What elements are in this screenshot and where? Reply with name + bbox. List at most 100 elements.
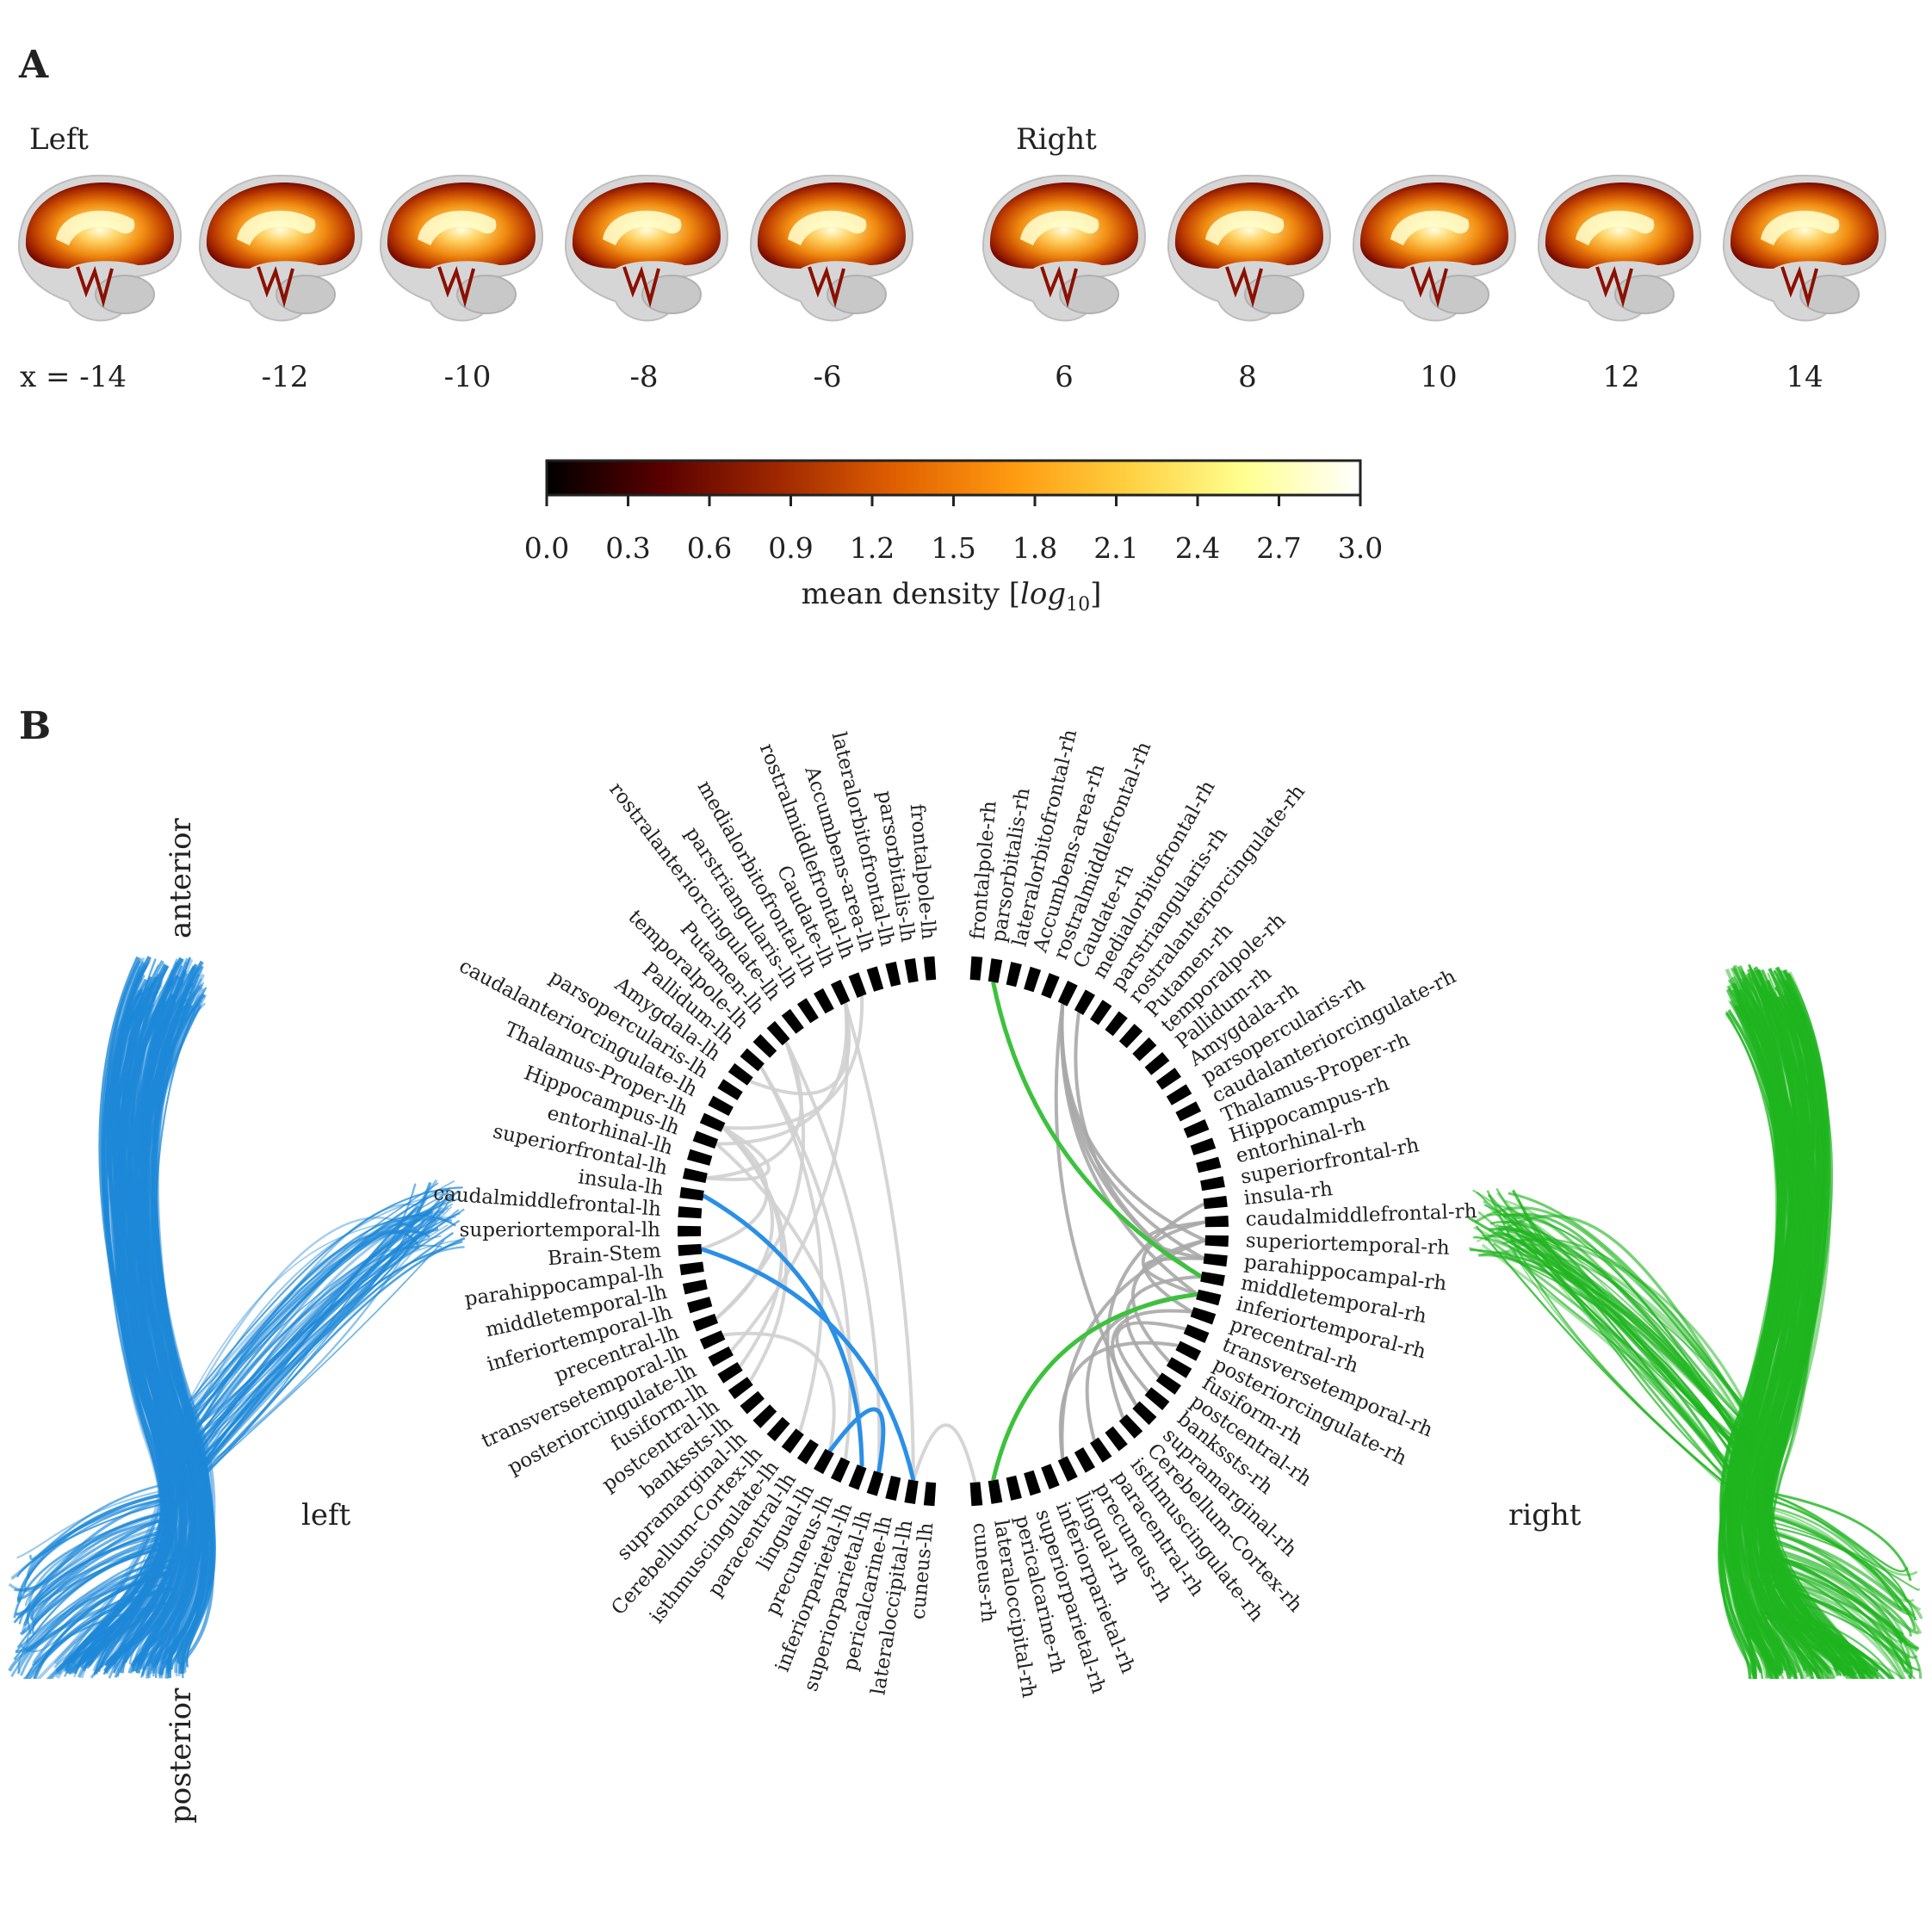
fiber-streamline [179,1213,441,1444]
connection [1142,1256,1204,1297]
node-segment [1183,1324,1210,1343]
slice-coordinate: -8 [629,360,659,394]
fiber-streamline [17,1574,173,1674]
node-segment [728,1377,753,1400]
node-segment [692,1313,719,1332]
connection [729,1002,850,1353]
fiber-streamline [63,989,168,1675]
brain-slice [198,174,363,322]
panel-letter-a: A [19,43,49,87]
colorbar-tick-label: 0.3 [605,531,651,565]
fiber-streamline [24,1514,173,1607]
node-segment [682,1279,708,1295]
node-segment [830,979,851,1006]
colorbar-tick-label: 2.7 [1256,531,1302,565]
node-segment [781,1008,804,1034]
node-segment [1200,1271,1225,1286]
fiber-streamline [180,1208,465,1474]
node-segment [796,998,819,1024]
fiber-streamline [1759,1519,1920,1591]
connection [759,1066,824,1433]
node-segment [904,958,919,983]
connection [722,1331,836,1452]
node-segment [1074,1447,1095,1473]
fiber-streamline [180,1195,455,1459]
node-segment [1203,1253,1228,1267]
fiber-streamline [1759,1575,1920,1650]
node-segment [1090,1437,1112,1463]
colorbar-tick-label: 0.6 [686,531,733,565]
left-tractography [8,956,466,1679]
fiber-streamline [16,1497,173,1601]
node-segment [679,1186,704,1201]
fiber-streamline [15,1515,173,1616]
node-segment [1090,1000,1112,1025]
fiber-streamline [179,1216,417,1425]
node-segment [1144,1387,1170,1410]
fiber-streamline [133,993,201,1667]
node-segment [1190,1137,1217,1155]
node-segment [1132,1037,1157,1062]
fiber-streamline [121,980,215,1667]
node-segment [1105,1011,1128,1037]
fiber-streamline [15,1558,173,1654]
colorbar-title: mean density [log10] [801,577,1102,616]
node-segment [1041,973,1060,999]
colorbar-tick-label: 2.4 [1174,531,1221,565]
fiber-streamline [1748,992,1828,1679]
brain-slice [1352,174,1517,322]
node-segment [766,1416,790,1442]
left-hemisphere-label: Left [29,122,89,157]
node-segment [682,1167,708,1183]
fiber-streamline [1759,1490,1909,1573]
fiber-streamline [29,1533,173,1621]
brain-slice [564,174,729,322]
highlighted-connection [700,1247,916,1481]
node-segment [1204,1215,1229,1228]
connection [1125,1274,1202,1378]
node-segment [740,1390,765,1415]
fiber-streamline [1726,985,1798,1672]
fiber-streamline [29,1482,173,1561]
fiber-streamline [1502,1212,1753,1432]
fiber-streamline [1508,1245,1752,1512]
fiber-streamline [1759,1570,1911,1665]
fiber-streamline [179,1188,448,1458]
fiber-streamline [1718,972,1789,1679]
fiber-streamline [124,974,199,1675]
connection [1058,1341,1179,1459]
fiber-streamline [179,1179,438,1489]
slice-coordinate: 6 [1055,360,1074,394]
connection [715,1142,864,1467]
node-segment [885,1476,901,1502]
colorbar-tick-label: 2.1 [1093,531,1139,565]
slice-coordinate: -6 [813,360,842,394]
brain-slice [379,174,544,322]
node-segment [679,1261,704,1276]
slice-coordinate: 10 [1420,360,1458,394]
fiber-streamline [1759,1489,1912,1582]
node-segment [1024,966,1042,993]
highlighted-connection [991,1291,1198,1481]
fiber-streamline [103,1002,184,1675]
highlighted-connection [991,981,1203,1279]
node-segment [830,1457,851,1483]
fiber-streamline [19,1539,173,1636]
connection [911,1423,977,1483]
node-segment [1057,981,1078,1006]
fiber-streamline [1759,1497,1922,1612]
node-segment [1155,1372,1181,1395]
fiber-streamline [24,1540,173,1633]
node-segment [699,1330,726,1350]
brain-slice [749,174,914,322]
fiber-streamline [27,1496,173,1579]
fiber-streamline [1495,1192,1753,1501]
slice-coordinate: x = -14 [19,360,127,394]
fiber-streamline [1759,1605,1894,1679]
fiber-streamline [1759,1526,1909,1612]
node-segment [1057,1456,1078,1482]
fiber-streamline [16,1488,173,1559]
slice-coordinate: 12 [1602,360,1640,394]
node-segment [1006,962,1022,988]
